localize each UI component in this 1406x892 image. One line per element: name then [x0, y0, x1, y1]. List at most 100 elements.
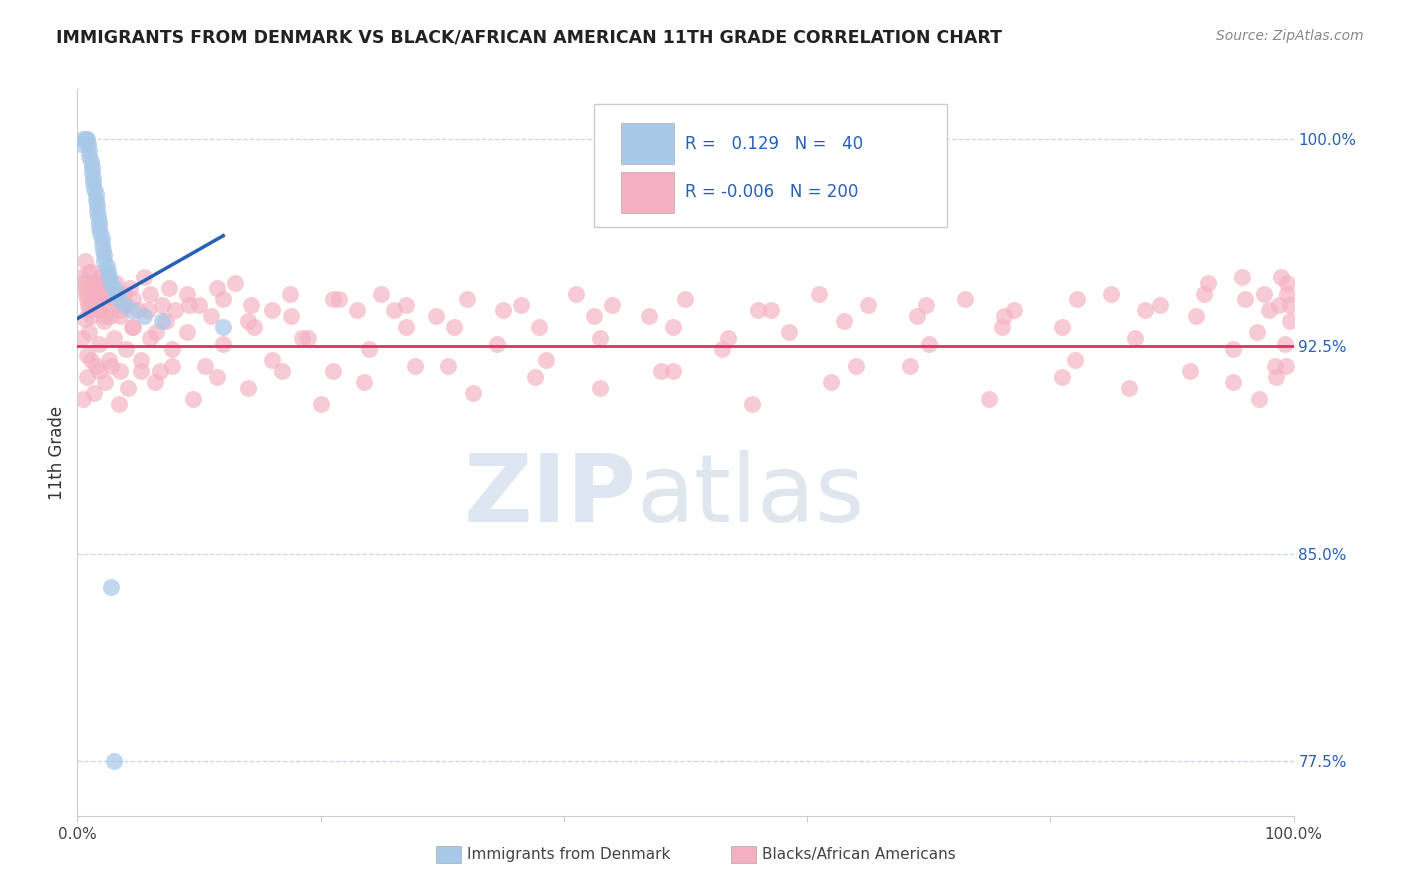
Point	[1277, 286, 1299, 301]
Point	[1063, 353, 1085, 368]
Point	[100, 276, 122, 290]
Point	[242, 320, 264, 334]
Point	[224, 276, 246, 290]
Point	[328, 293, 350, 307]
Point	[80, 298, 103, 312]
Point	[100, 580, 122, 594]
Point	[236, 381, 259, 395]
Point	[91, 298, 114, 312]
Point	[103, 754, 125, 768]
Point	[90, 286, 112, 301]
Point	[117, 381, 139, 395]
Point	[134, 270, 156, 285]
Point	[395, 298, 418, 312]
Point	[309, 397, 332, 411]
Point	[1232, 270, 1254, 285]
Text: R =   0.129   N =   40: R = 0.129 N = 40	[686, 135, 863, 153]
Point	[1258, 303, 1281, 318]
Point	[205, 281, 228, 295]
Point	[134, 309, 156, 323]
Point	[89, 270, 111, 285]
Point	[70, 331, 93, 345]
Point	[97, 353, 120, 368]
Point	[89, 336, 111, 351]
Point	[89, 220, 111, 235]
Point	[650, 364, 672, 378]
Point	[155, 314, 177, 328]
Point	[93, 309, 115, 323]
Point	[87, 293, 110, 307]
Point	[353, 375, 375, 389]
Point	[121, 303, 143, 318]
Point	[70, 137, 93, 152]
Point	[97, 270, 120, 285]
Point	[77, 137, 100, 152]
Point	[1222, 342, 1244, 356]
Point	[395, 320, 418, 334]
Point	[94, 276, 117, 290]
Point	[717, 331, 740, 345]
Point	[103, 331, 125, 345]
Point	[145, 326, 167, 340]
Point	[832, 314, 855, 328]
Point	[425, 309, 447, 323]
Point	[589, 381, 612, 395]
Point	[152, 298, 174, 312]
Text: Source: ZipAtlas.com: Source: ZipAtlas.com	[1216, 29, 1364, 43]
Point	[89, 226, 111, 240]
Point	[72, 132, 94, 146]
Point	[212, 336, 235, 351]
Point	[1277, 276, 1299, 290]
Point	[139, 331, 162, 345]
Point	[160, 342, 183, 356]
Point	[87, 210, 110, 224]
Point	[1125, 331, 1147, 345]
Point	[129, 353, 152, 368]
FancyBboxPatch shape	[621, 123, 675, 164]
Point	[485, 336, 508, 351]
Point	[205, 369, 228, 384]
Point	[188, 298, 211, 312]
Point	[79, 265, 101, 279]
Point	[1249, 392, 1271, 406]
Point	[127, 303, 149, 318]
Point	[260, 353, 283, 368]
Point	[856, 298, 879, 312]
Point	[80, 309, 103, 323]
Point	[80, 353, 103, 368]
Point	[212, 320, 235, 334]
Point	[122, 293, 145, 307]
Point	[98, 298, 121, 312]
Point	[79, 303, 101, 318]
Point	[108, 364, 131, 378]
Point	[200, 309, 222, 323]
Point	[79, 326, 101, 340]
Point	[89, 364, 111, 378]
Point	[675, 293, 697, 307]
Point	[86, 203, 108, 218]
Point	[1052, 369, 1074, 384]
Point	[905, 309, 928, 323]
Point	[89, 303, 111, 318]
Point	[194, 359, 217, 373]
Point	[115, 298, 138, 312]
Point	[1278, 298, 1301, 312]
Point	[529, 320, 551, 334]
Text: Immigrants from Denmark: Immigrants from Denmark	[467, 847, 671, 862]
Y-axis label: 11th Grade: 11th Grade	[48, 406, 66, 500]
Point	[75, 132, 97, 146]
Point	[139, 286, 162, 301]
Point	[1197, 276, 1219, 290]
Point	[1133, 303, 1156, 318]
Point	[83, 386, 105, 401]
Point	[129, 364, 152, 378]
Point	[759, 303, 782, 318]
Point	[97, 265, 120, 279]
Point	[1264, 359, 1286, 373]
Point	[583, 309, 606, 323]
Point	[461, 386, 484, 401]
Point	[73, 311, 96, 326]
Point	[662, 320, 685, 334]
Point	[179, 298, 201, 312]
Point	[79, 143, 101, 157]
